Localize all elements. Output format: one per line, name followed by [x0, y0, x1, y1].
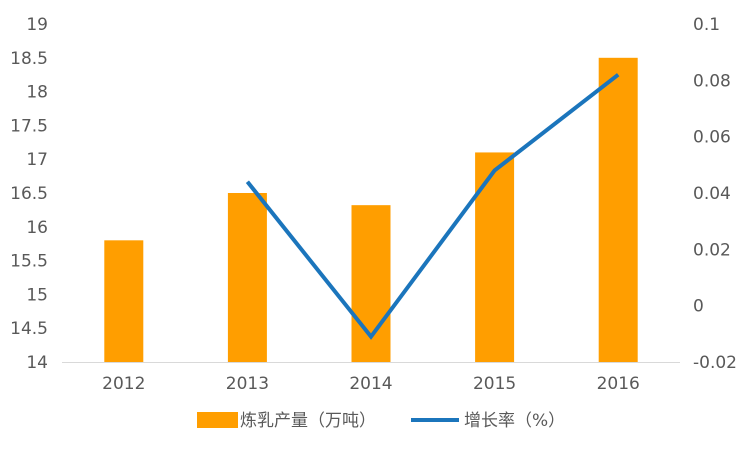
x-axis-category-label: 2016 — [597, 374, 640, 394]
left-axis-tick-label: 14.5 — [10, 319, 48, 339]
left-axis-tick-label: 17.5 — [10, 116, 48, 136]
right-axis-tick-label: 0.02 — [693, 240, 731, 260]
left-axis-tick-label: 18.5 — [10, 49, 48, 69]
x-axis-category-label: 2014 — [349, 374, 392, 394]
legend-label-bar: 炼乳产量（万吨） — [240, 411, 376, 431]
x-axis-category-label: 2015 — [473, 374, 516, 394]
left-axis-tick-label: 16.5 — [10, 184, 48, 204]
left-axis-tick-label: 15.5 — [10, 252, 48, 272]
growth-rate-line — [247, 75, 618, 337]
right-axis-tick-label: 0 — [693, 297, 704, 317]
right-axis-tick-label: 0.08 — [693, 71, 731, 91]
bar — [104, 240, 143, 362]
left-axis-tick-label: 15 — [26, 285, 48, 305]
x-axis-category-label: 2012 — [102, 374, 145, 394]
x-axis-category-label: 2013 — [226, 374, 269, 394]
bar — [228, 193, 267, 362]
legend-swatch-bar — [197, 412, 238, 428]
left-axis-ticks: 14 14.5 15 15.5 16 16.5 17 17.5 18 18.5 19 — [10, 15, 48, 373]
left-axis-tick-label: 19 — [26, 15, 48, 35]
right-axis-ticks: -0.02 0 0.02 0.04 0.06 0.08 0.1 — [693, 15, 737, 373]
line-series — [247, 75, 618, 337]
x-axis-category-labels: 2012 2013 2014 2015 2016 — [102, 374, 640, 394]
bar — [599, 58, 638, 362]
left-axis-tick-label: 18 — [26, 83, 48, 103]
left-axis-tick-label: 17 — [26, 150, 48, 170]
bar-series — [104, 58, 637, 362]
right-axis-tick-label: -0.02 — [693, 353, 737, 373]
right-axis-tick-label: 0.06 — [693, 128, 731, 148]
bar — [475, 152, 514, 362]
left-axis-tick-label: 16 — [26, 218, 48, 238]
right-axis-tick-label: 0.04 — [693, 184, 731, 204]
right-axis-tick-label: 0.1 — [693, 15, 720, 35]
legend-label-line: 增长率（%） — [464, 411, 565, 431]
legend: 炼乳产量（万吨） 增长率（%） — [197, 411, 565, 431]
left-axis-tick-label: 14 — [26, 353, 48, 373]
